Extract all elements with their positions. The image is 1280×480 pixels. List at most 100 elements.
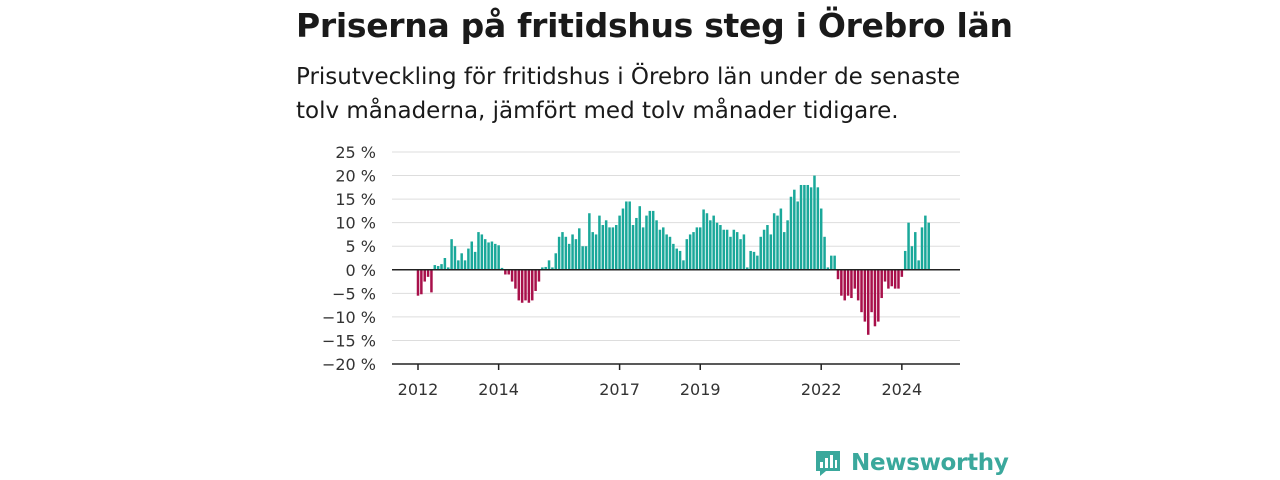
bar (567, 243, 571, 270)
bar (887, 269, 890, 289)
bar (769, 234, 773, 270)
bar (682, 260, 685, 270)
x-tick-label: 2024 (881, 380, 922, 399)
bar (527, 269, 531, 303)
bar (712, 215, 715, 270)
bar (500, 267, 504, 270)
y-tick-label: 5 % (346, 237, 376, 256)
bar (541, 267, 544, 270)
bar (588, 213, 591, 270)
bar (574, 239, 578, 270)
bar (621, 208, 625, 270)
bar (564, 236, 568, 270)
bar (463, 260, 467, 270)
bar (860, 269, 863, 313)
bar (809, 187, 813, 270)
bar (490, 241, 494, 270)
bar (890, 269, 894, 287)
bar (705, 213, 709, 270)
bar-series (416, 175, 930, 335)
bar (618, 215, 621, 270)
y-tick-label: −15 % (322, 331, 376, 350)
bar (796, 201, 799, 270)
bar (668, 236, 672, 270)
bar (554, 253, 558, 270)
bar (880, 269, 883, 299)
bar (625, 201, 628, 270)
bar (762, 229, 766, 270)
bar (692, 232, 695, 270)
bar (635, 217, 638, 270)
x-tick-label: 2014 (478, 380, 519, 399)
bar (709, 220, 712, 270)
bar (830, 255, 833, 270)
bar (678, 250, 682, 270)
bar (803, 184, 806, 270)
bar (423, 269, 426, 282)
x-tick-label: 2012 (398, 380, 439, 399)
bar (470, 241, 474, 270)
bar (430, 269, 433, 293)
bar (658, 229, 662, 270)
chart-subtitle: Prisutveckling för fritidshus i Örebro l… (296, 64, 961, 124)
bar (497, 245, 500, 270)
bar (645, 215, 648, 270)
newsworthy-logo: Newsworthy (814, 446, 1009, 480)
bar (746, 267, 749, 270)
bar (870, 269, 873, 313)
bar (907, 222, 910, 270)
bar (722, 229, 726, 270)
y-tick-label: 15 % (335, 190, 376, 209)
bar (544, 266, 547, 270)
bar (638, 206, 642, 270)
bar (524, 269, 527, 301)
bar (557, 236, 561, 270)
bar (571, 234, 574, 270)
price-change-bar-chart: 25 % 20 % 15 % 10 % 5 % 0 % −5 % −10 % −15 % −20 … (322, 0, 960, 399)
bar (766, 225, 769, 270)
bar (893, 269, 897, 289)
y-tick-label: −5 % (332, 284, 376, 303)
bar (608, 227, 611, 270)
bar (665, 234, 668, 270)
bar (473, 251, 477, 270)
bar (483, 239, 487, 270)
bar (611, 227, 615, 270)
bar (510, 269, 514, 282)
bar (782, 232, 786, 270)
bar (530, 269, 534, 301)
bar (772, 213, 776, 270)
brand-name: Newsworthy (851, 450, 1009, 476)
bar (517, 269, 521, 301)
x-tick-label: 2019 (680, 380, 721, 399)
bar (534, 269, 537, 291)
bar (850, 269, 853, 299)
bar (581, 246, 584, 270)
bar (877, 269, 880, 322)
bar (853, 269, 857, 289)
y-tick-label: 20 % (335, 167, 376, 186)
y-tick-label: −20 % (322, 355, 376, 374)
bar (843, 269, 846, 301)
bar (823, 236, 826, 270)
bar (426, 269, 430, 277)
bar (614, 225, 618, 270)
bar (816, 187, 820, 270)
bar (675, 248, 678, 270)
bar (433, 265, 437, 270)
bar (715, 222, 719, 270)
bar (655, 220, 658, 270)
bar (440, 264, 443, 270)
bar (729, 236, 732, 270)
bar (789, 196, 793, 270)
bar (856, 269, 860, 301)
bar (641, 227, 645, 270)
bar (601, 225, 605, 270)
bar (547, 260, 551, 270)
bar (799, 184, 803, 270)
bar (914, 232, 917, 270)
bar (591, 232, 594, 270)
bar (866, 269, 870, 335)
bar (420, 269, 423, 295)
bar (598, 215, 601, 270)
